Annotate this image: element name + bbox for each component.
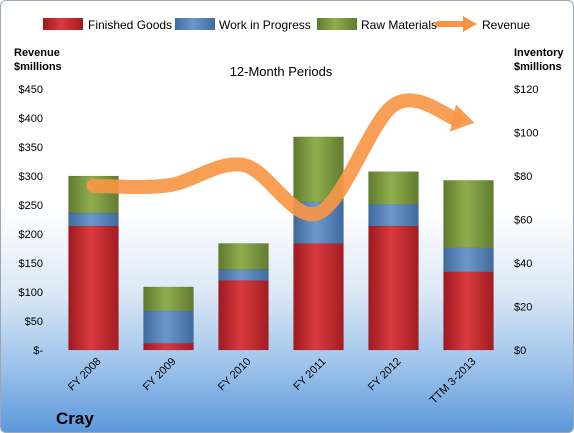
legend-arrowhead-revenue [463, 16, 477, 32]
right-tick-label: $120 [514, 84, 538, 96]
legend-label-raw-materials: Raw Materials [361, 18, 437, 32]
bar-raw-materials [443, 180, 494, 249]
left-axis-ticks: $- $50 $100 $150 $200 $250 $300 $350 $400 $450 [19, 84, 44, 357]
legend-swatch-finished-goods [43, 18, 83, 30]
bar-work-in-progress [143, 310, 194, 344]
category-labels: FY 2008 FY 2009 FY 2010 FY 2011 FY 2012 TTM 3… [66, 356, 479, 407]
bar-work-in-progress [218, 269, 269, 281]
left-tick-label: $100 [19, 287, 43, 299]
bar-finished-goods [443, 271, 494, 351]
right-tick-label: $20 [514, 302, 532, 314]
category-label: FY 2010 [216, 356, 254, 394]
right-axis-ticks: $0 $20 $40 $60 $80 $100 $120 [514, 84, 538, 357]
bar-work-in-progress [443, 247, 494, 272]
left-tick-label: $250 [19, 200, 43, 212]
revenue-arrowhead [449, 104, 475, 132]
right-axis-title-line2: $millions [514, 61, 562, 73]
bar-work-in-progress [368, 204, 419, 227]
right-axis-title-line1: Inventory [514, 47, 564, 59]
bar-finished-goods [143, 343, 194, 351]
legend-swatch-raw-materials [317, 18, 357, 30]
bar-finished-goods [368, 225, 419, 351]
revenue-line [86, 93, 475, 222]
right-tick-label: $80 [514, 171, 532, 183]
left-tick-label: $- [33, 345, 43, 357]
legend-label-finished-goods: Finished Goods [88, 18, 172, 32]
bar-raw-materials [218, 243, 269, 270]
bar-finished-goods [68, 225, 119, 351]
legend-label-revenue: Revenue [482, 18, 530, 32]
legend-label-work-in-progress: Work in Progress [219, 18, 311, 32]
right-tick-label: $60 [514, 215, 532, 227]
left-tick-label: $50 [25, 316, 43, 328]
left-axis-title-line2: $millions [14, 61, 62, 73]
left-tick-label: $300 [19, 171, 43, 183]
right-tick-label: $40 [514, 258, 532, 270]
company-name: Cray [56, 409, 94, 428]
category-label: FY 2009 [141, 356, 179, 394]
bar-raw-materials [368, 171, 419, 205]
bar-work-in-progress [68, 212, 119, 227]
chart-title: 12-Month Periods [230, 64, 333, 79]
bar-stacks [68, 136, 494, 351]
bar-finished-goods [293, 243, 344, 351]
left-tick-label: $150 [19, 258, 43, 270]
right-tick-label: $100 [514, 128, 538, 140]
left-tick-label: $400 [19, 113, 43, 125]
category-label: FY 2011 [291, 356, 328, 393]
legend: Finished Goods Work in Progress Raw Mate… [43, 16, 530, 32]
category-label: FY 2012 [366, 356, 404, 394]
bar-finished-goods [218, 280, 269, 351]
bar-raw-materials [143, 286, 194, 312]
left-tick-label: $350 [19, 142, 43, 154]
right-tick-label: $0 [514, 345, 526, 357]
left-tick-label: $450 [19, 84, 43, 96]
revenue-line-path [86, 93, 463, 222]
left-tick-label: $200 [19, 229, 43, 241]
left-axis-title-line1: Revenue [14, 47, 60, 59]
legend-swatch-work-in-progress [175, 18, 215, 30]
category-label: FY 2008 [66, 356, 104, 394]
category-label: TTM 3-2013 [428, 356, 479, 407]
